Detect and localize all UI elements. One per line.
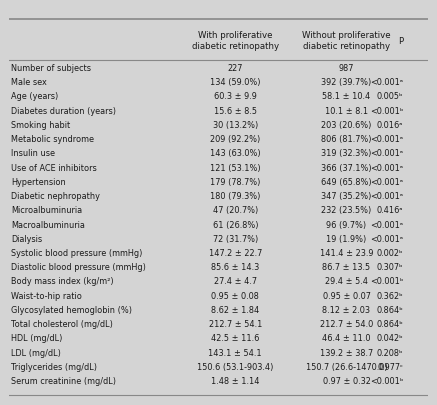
Text: 0.95 ± 0.08: 0.95 ± 0.08 xyxy=(212,291,259,300)
Text: 0.416ᵃ: 0.416ᵃ xyxy=(377,206,403,215)
Text: 0.95 ± 0.07: 0.95 ± 0.07 xyxy=(323,291,371,300)
Text: Smoking habit: Smoking habit xyxy=(11,121,70,130)
Text: 143 (63.0%): 143 (63.0%) xyxy=(210,149,260,158)
Text: 147.2 ± 22.7: 147.2 ± 22.7 xyxy=(208,248,262,257)
Text: 232 (23.5%): 232 (23.5%) xyxy=(321,206,371,215)
Text: 150.7 (26.6-1470.0): 150.7 (26.6-1470.0) xyxy=(305,362,387,371)
Text: 58.1 ± 10.4: 58.1 ± 10.4 xyxy=(323,92,371,101)
Text: <0.001ᵃ: <0.001ᵃ xyxy=(370,78,403,87)
Text: 319 (32.3%): 319 (32.3%) xyxy=(321,149,371,158)
Text: Number of subjects: Number of subjects xyxy=(11,64,91,73)
Text: 47 (20.7%): 47 (20.7%) xyxy=(213,206,258,215)
Text: 143.1 ± 54.1: 143.1 ± 54.1 xyxy=(208,348,262,357)
Text: 86.7 ± 13.5: 86.7 ± 13.5 xyxy=(323,262,371,271)
Text: Without proliferative
diabetic retinopathy: Without proliferative diabetic retinopat… xyxy=(302,31,391,51)
Text: 60.3 ± 9.9: 60.3 ± 9.9 xyxy=(214,92,257,101)
Text: 347 (35.2%): 347 (35.2%) xyxy=(321,192,371,200)
Text: <0.001ᵃ: <0.001ᵃ xyxy=(370,135,403,144)
Text: 150.6 (53.1-903.4): 150.6 (53.1-903.4) xyxy=(197,362,274,371)
Text: Male sex: Male sex xyxy=(11,78,47,87)
Text: <0.001ᵇ: <0.001ᵇ xyxy=(370,277,403,286)
Text: Total cholesterol (mg/dL): Total cholesterol (mg/dL) xyxy=(11,319,113,328)
Text: 121 (53.1%): 121 (53.1%) xyxy=(210,163,260,172)
Text: <0.001ᵃ: <0.001ᵃ xyxy=(370,163,403,172)
Text: 987: 987 xyxy=(339,64,354,73)
Text: <0.001ᵃ: <0.001ᵃ xyxy=(370,149,403,158)
Text: 0.002ᵇ: 0.002ᵇ xyxy=(377,248,403,257)
Text: Diabetic nephropathy: Diabetic nephropathy xyxy=(11,192,100,200)
Text: 0.864ᵇ: 0.864ᵇ xyxy=(376,305,403,314)
Text: Hypertension: Hypertension xyxy=(11,177,66,186)
Text: 212.7 ± 54.0: 212.7 ± 54.0 xyxy=(320,319,373,328)
Text: Diastolic blood pressure (mmHg): Diastolic blood pressure (mmHg) xyxy=(11,262,146,271)
Text: Age (years): Age (years) xyxy=(11,92,58,101)
Text: 806 (81.7%): 806 (81.7%) xyxy=(321,135,372,144)
Text: Use of ACE inhibitors: Use of ACE inhibitors xyxy=(11,163,97,172)
Text: Glycosylated hemoglobin (%): Glycosylated hemoglobin (%) xyxy=(11,305,132,314)
Text: 392 (39.7%): 392 (39.7%) xyxy=(321,78,371,87)
Text: 1.48 ± 1.14: 1.48 ± 1.14 xyxy=(211,376,260,385)
Text: Waist-to-hip ratio: Waist-to-hip ratio xyxy=(11,291,82,300)
Text: 8.62 ± 1.84: 8.62 ± 1.84 xyxy=(211,305,260,314)
Text: 15.6 ± 8.5: 15.6 ± 8.5 xyxy=(214,107,257,115)
Text: HDL (mg/dL): HDL (mg/dL) xyxy=(11,333,62,343)
Text: Diabetes duration (years): Diabetes duration (years) xyxy=(11,107,116,115)
Text: 27.4 ± 4.7: 27.4 ± 4.7 xyxy=(214,277,257,286)
Text: 0.97 ± 0.32: 0.97 ± 0.32 xyxy=(323,376,371,385)
Text: 203 (20.6%): 203 (20.6%) xyxy=(321,121,371,130)
Text: 0.977ᶜ: 0.977ᶜ xyxy=(377,362,403,371)
Text: Triglycerides (mg/dL): Triglycerides (mg/dL) xyxy=(11,362,97,371)
Text: 0.016ᵃ: 0.016ᵃ xyxy=(377,121,403,130)
Text: <0.001ᵇ: <0.001ᵇ xyxy=(370,107,403,115)
Text: <0.001ᵃ: <0.001ᵃ xyxy=(370,177,403,186)
Text: Microalbuminuria: Microalbuminuria xyxy=(11,206,82,215)
Text: 0.042ᵇ: 0.042ᵇ xyxy=(376,333,403,343)
Text: 72 (31.7%): 72 (31.7%) xyxy=(213,234,258,243)
Text: 19 (1.9%): 19 (1.9%) xyxy=(326,234,367,243)
Text: Macroalbuminuria: Macroalbuminuria xyxy=(11,220,85,229)
Text: 209 (92.2%): 209 (92.2%) xyxy=(210,135,260,144)
Text: 0.005ᵇ: 0.005ᵇ xyxy=(377,92,403,101)
Text: 0.362ᵇ: 0.362ᵇ xyxy=(376,291,403,300)
Text: 0.307ᵇ: 0.307ᵇ xyxy=(377,262,403,271)
Text: 180 (79.3%): 180 (79.3%) xyxy=(210,192,260,200)
Text: Metabolic syndrome: Metabolic syndrome xyxy=(11,135,94,144)
Text: Systolic blood pressure (mmHg): Systolic blood pressure (mmHg) xyxy=(11,248,142,257)
Text: Serum creatinine (mg/dL): Serum creatinine (mg/dL) xyxy=(11,376,116,385)
Text: 649 (65.8%): 649 (65.8%) xyxy=(321,177,372,186)
Text: 227: 227 xyxy=(228,64,243,73)
Text: <0.001ᵃ: <0.001ᵃ xyxy=(370,220,403,229)
Text: 212.7 ± 54.1: 212.7 ± 54.1 xyxy=(208,319,262,328)
Text: 46.4 ± 11.0: 46.4 ± 11.0 xyxy=(322,333,371,343)
Text: With proliferative
diabetic retinopathy: With proliferative diabetic retinopathy xyxy=(192,31,279,51)
Text: 0.864ᵇ: 0.864ᵇ xyxy=(376,319,403,328)
Text: 29.4 ± 5.4: 29.4 ± 5.4 xyxy=(325,277,368,286)
Text: 96 (9.7%): 96 (9.7%) xyxy=(326,220,367,229)
Text: 8.12 ± 2.03: 8.12 ± 2.03 xyxy=(323,305,371,314)
Text: Body mass index (kg/m²): Body mass index (kg/m²) xyxy=(11,277,114,286)
Text: 366 (37.1%): 366 (37.1%) xyxy=(321,163,372,172)
Text: LDL (mg/dL): LDL (mg/dL) xyxy=(11,348,61,357)
Text: <0.001ᵃ: <0.001ᵃ xyxy=(370,234,403,243)
Text: 10.1 ± 8.1: 10.1 ± 8.1 xyxy=(325,107,368,115)
Text: 61 (26.8%): 61 (26.8%) xyxy=(212,220,258,229)
Text: 141.4 ± 23.9: 141.4 ± 23.9 xyxy=(320,248,373,257)
Text: 134 (59.0%): 134 (59.0%) xyxy=(210,78,260,87)
Text: 30 (13.2%): 30 (13.2%) xyxy=(213,121,258,130)
Text: 42.5 ± 11.6: 42.5 ± 11.6 xyxy=(211,333,260,343)
Text: P: P xyxy=(398,37,403,46)
Text: <0.001ᵃ: <0.001ᵃ xyxy=(370,192,403,200)
Text: Insulin use: Insulin use xyxy=(11,149,55,158)
Text: 0.208ᵇ: 0.208ᵇ xyxy=(377,348,403,357)
Text: 179 (78.7%): 179 (78.7%) xyxy=(210,177,260,186)
Text: 85.6 ± 14.3: 85.6 ± 14.3 xyxy=(211,262,260,271)
Text: <0.001ᵇ: <0.001ᵇ xyxy=(370,376,403,385)
Text: Dialysis: Dialysis xyxy=(11,234,42,243)
Text: 139.2 ± 38.7: 139.2 ± 38.7 xyxy=(320,348,373,357)
